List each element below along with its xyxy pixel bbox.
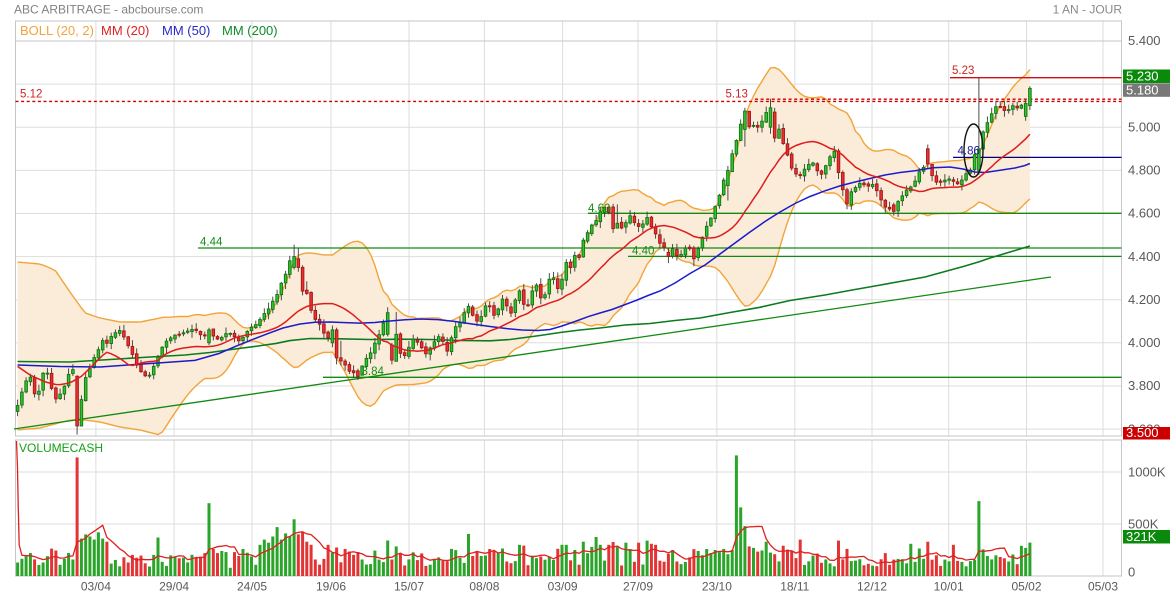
- svg-text:5.23: 5.23: [952, 65, 974, 77]
- svg-text:3.84: 3.84: [362, 366, 385, 378]
- svg-text:321K: 321K: [1126, 529, 1157, 544]
- svg-text:4.200: 4.200: [1128, 292, 1161, 307]
- svg-text:ABC ARBITRAGE - abcbourse.com: ABC ARBITRAGE - abcbourse.com: [14, 3, 203, 17]
- svg-text:BOLL (20, 2): BOLL (20, 2): [20, 23, 94, 38]
- svg-text:29/04: 29/04: [159, 580, 189, 594]
- svg-text:19/06: 19/06: [316, 580, 346, 594]
- svg-text:23/10: 23/10: [702, 580, 732, 594]
- svg-text:5.12: 5.12: [20, 89, 42, 101]
- svg-text:VOLUMECASH: VOLUMECASH: [19, 441, 103, 455]
- svg-text:5.13: 5.13: [726, 89, 748, 101]
- svg-text:5.180: 5.180: [1126, 82, 1159, 97]
- svg-text:500K: 500K: [1128, 517, 1159, 532]
- svg-text:4.000: 4.000: [1128, 335, 1161, 350]
- svg-text:4.44: 4.44: [200, 237, 223, 249]
- svg-text:4.40: 4.40: [632, 246, 654, 258]
- svg-text:12/12: 12/12: [857, 580, 887, 594]
- svg-text:10/01: 10/01: [934, 580, 964, 594]
- svg-text:MM (20): MM (20): [101, 23, 149, 38]
- svg-text:0: 0: [1128, 565, 1135, 580]
- svg-text:4.86: 4.86: [958, 146, 980, 158]
- svg-text:4.400: 4.400: [1128, 249, 1161, 264]
- svg-text:3.500: 3.500: [1126, 425, 1159, 440]
- svg-text:MM (50): MM (50): [162, 23, 210, 38]
- svg-text:1000K: 1000K: [1128, 465, 1166, 480]
- svg-text:03/09: 03/09: [548, 580, 578, 594]
- svg-text:5.400: 5.400: [1128, 33, 1161, 48]
- svg-text:4.800: 4.800: [1128, 163, 1161, 178]
- svg-text:1 AN - JOUR: 1 AN - JOUR: [1053, 3, 1123, 17]
- svg-text:08/08: 08/08: [469, 580, 499, 594]
- svg-text:4.600: 4.600: [1128, 206, 1161, 221]
- svg-text:4.60: 4.60: [588, 203, 610, 215]
- svg-text:05/02: 05/02: [1011, 580, 1041, 594]
- svg-text:18/11: 18/11: [780, 580, 809, 594]
- svg-text:5.000: 5.000: [1128, 119, 1161, 134]
- svg-text:24/05: 24/05: [237, 580, 267, 594]
- svg-text:15/07: 15/07: [394, 580, 424, 594]
- svg-text:03/04: 03/04: [81, 580, 111, 594]
- svg-text:3.800: 3.800: [1128, 378, 1161, 393]
- svg-text:27/09: 27/09: [623, 580, 653, 594]
- svg-text:05/03: 05/03: [1088, 580, 1118, 594]
- svg-text:MM (200): MM (200): [222, 23, 278, 38]
- svg-text:5.230: 5.230: [1126, 69, 1159, 84]
